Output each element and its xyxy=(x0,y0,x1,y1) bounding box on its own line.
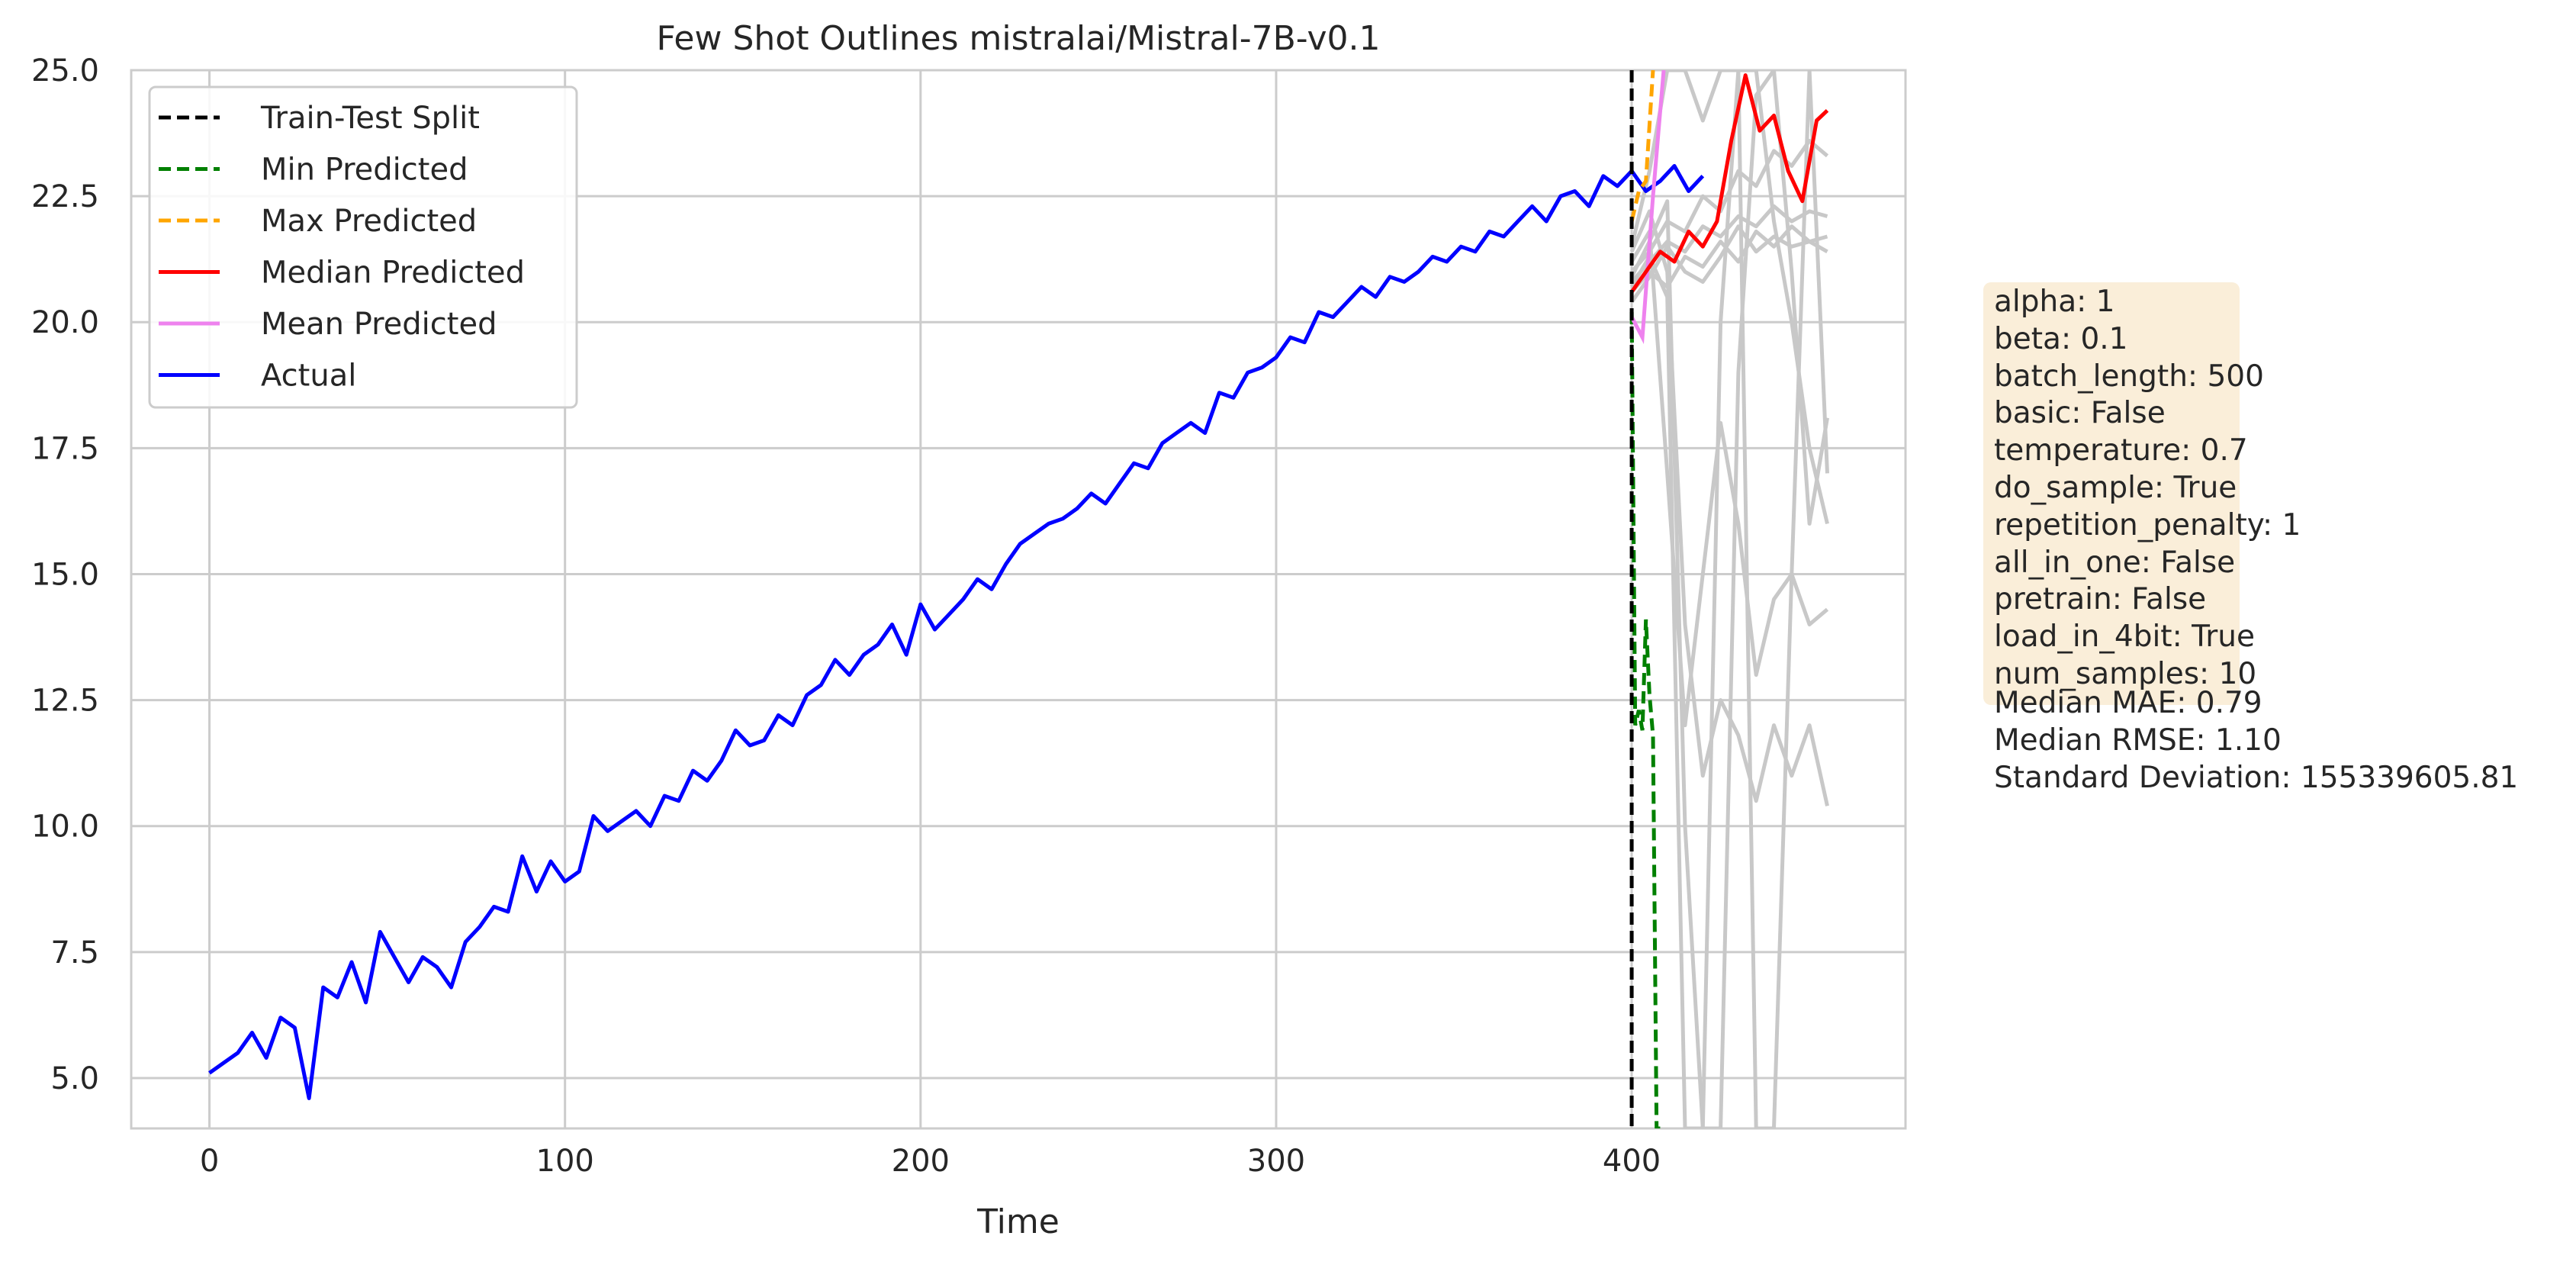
actual-line xyxy=(208,164,1705,1100)
parameter-line: num_samples: 10 xyxy=(1994,656,2257,691)
parameter-line: batch_length: 500 xyxy=(1994,359,2264,394)
legend-label: Min Predicted xyxy=(261,153,468,188)
metric-line: Median MAE: 0.79 xyxy=(1994,686,2262,720)
parameter-line: load_in_4bit: True xyxy=(1994,620,2255,655)
parameter-line: alpha: 1 xyxy=(1994,285,2115,319)
parameter-line: repetition_penalty: 1 xyxy=(1994,507,2301,542)
prediction-lines xyxy=(208,70,1829,1128)
sample-outline-line xyxy=(1629,70,1829,1128)
y-tick-label: 5.0 xyxy=(50,1061,99,1096)
parameters-text: alpha: 1 beta: 0.1 batch_length: 500 basic:… xyxy=(1994,284,2301,694)
chart-title: Few Shot Outlines mistralai/Mistral-7B-v… xyxy=(657,19,1381,58)
x-tick-label: 200 xyxy=(892,1144,950,1179)
x-tick-labels: 0 100 200 300 400 xyxy=(200,1144,1661,1179)
sample-outline-line xyxy=(1629,229,1829,728)
y-tick-label: 22.5 xyxy=(31,179,99,214)
sample-outline-line xyxy=(1630,224,1828,304)
parameter-line: do_sample: True xyxy=(1994,470,2237,505)
legend-box xyxy=(148,85,578,409)
parameters-box xyxy=(1983,282,2240,705)
y-tick-label: 12.5 xyxy=(31,684,99,719)
legend-label: Actual xyxy=(261,359,356,394)
median-predicted-line xyxy=(1630,73,1829,294)
x-axis-label: Time xyxy=(976,1202,1060,1241)
plot-frame xyxy=(130,69,1907,1130)
legend: Train-Test Split Min Predicted Max Predict… xyxy=(148,85,578,409)
y-tick-label: 17.5 xyxy=(31,431,99,466)
legend-label: Mean Predicted xyxy=(261,307,497,342)
y-tick-label: 25.0 xyxy=(31,53,99,89)
x-tick-label: 100 xyxy=(536,1144,594,1179)
x-tick-label: 0 xyxy=(200,1144,219,1179)
sample-outline-line xyxy=(1630,224,1828,294)
legend-label: Train-Test Split xyxy=(260,101,480,136)
sample-outline-line xyxy=(1630,204,1828,284)
legend-label: Median Predicted xyxy=(261,256,525,291)
x-tick-label: 400 xyxy=(1603,1144,1661,1179)
y-tick-label: 15.0 xyxy=(31,557,99,592)
y-tick-labels: 5.0 7.5 10.0 12.5 15.0 17.5 20.0 22.5 25.0 xyxy=(31,53,99,1096)
metrics-text: Median MAE: 0.79 Median RMSE: 1.10 Standar… xyxy=(1994,685,2518,797)
min-predicted-line xyxy=(1629,311,1661,1128)
parameter-line: basic: False xyxy=(1994,396,2166,431)
sample-outline-line xyxy=(1629,70,1829,524)
parameter-line: pretrain: False xyxy=(1994,582,2207,617)
parameter-line: temperature: 0.7 xyxy=(1994,433,2248,468)
sample-outline-line xyxy=(1629,209,1829,806)
y-tick-label: 10.0 xyxy=(31,810,99,845)
parameter-line: beta: 0.1 xyxy=(1994,321,2128,356)
sample-outlines xyxy=(1629,70,1829,1128)
metric-line: Median RMSE: 1.10 xyxy=(1994,723,2282,758)
x-tick-label: 300 xyxy=(1247,1144,1305,1179)
y-tick-label: 7.5 xyxy=(50,935,99,970)
y-tick-label: 20.0 xyxy=(31,305,99,340)
sample-outline-line xyxy=(1629,70,1829,1128)
max-predicted-line xyxy=(1629,70,1655,222)
legend-label: Max Predicted xyxy=(261,204,477,239)
parameter-line: all_in_one: False xyxy=(1994,545,2236,580)
metric-line: Standard Deviation: 155339605.81 xyxy=(1994,760,2519,795)
